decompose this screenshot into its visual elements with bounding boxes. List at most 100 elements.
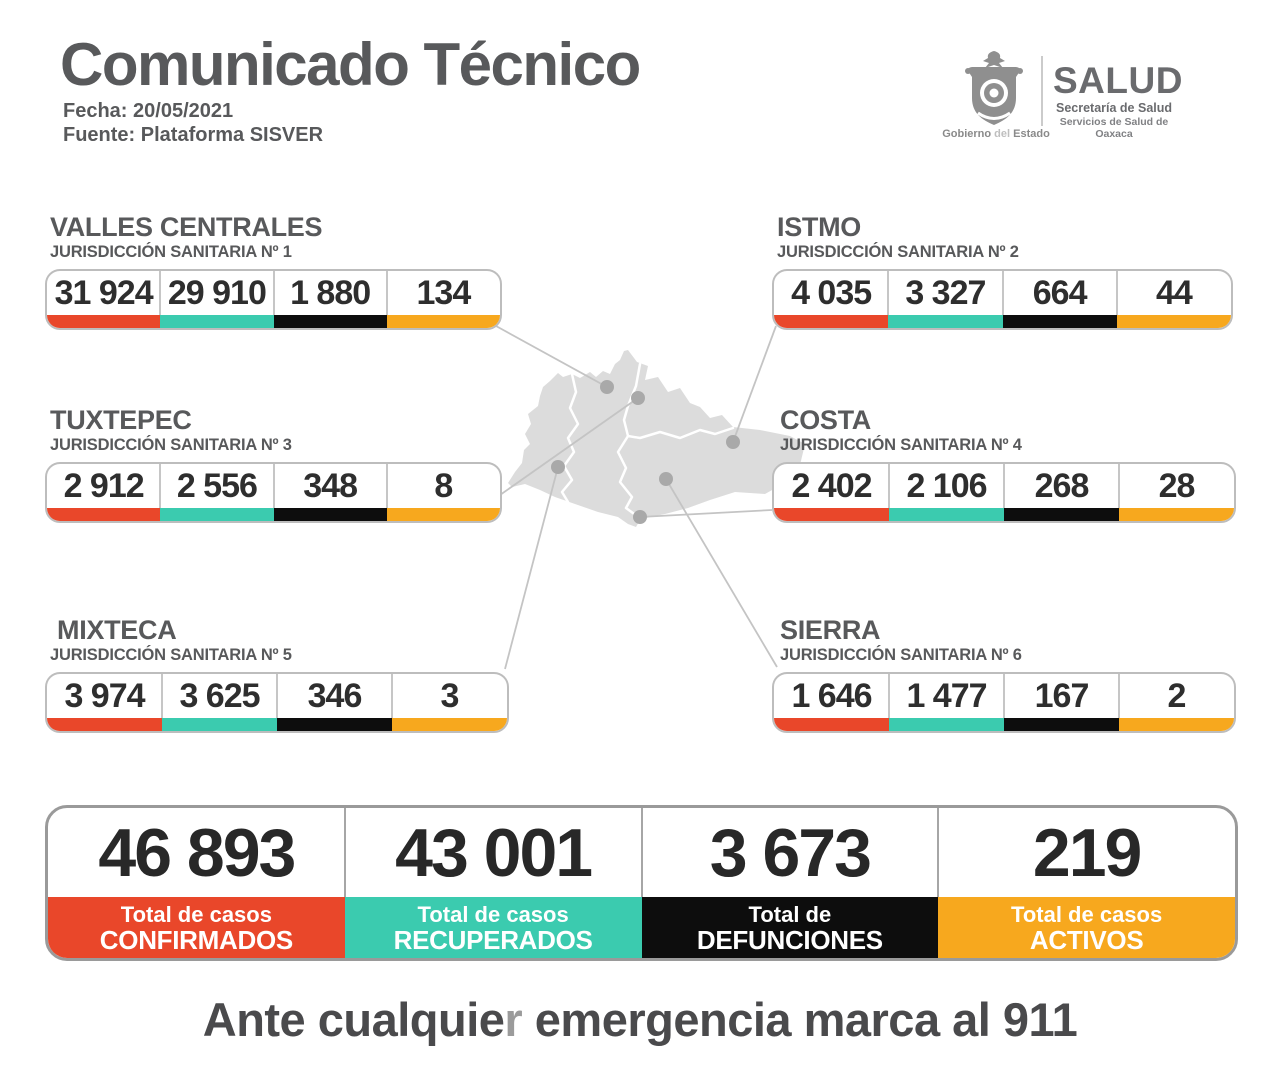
total-recovered-value: 43 001 bbox=[395, 814, 593, 891]
deaths-value: 346 bbox=[307, 676, 363, 715]
region-block-mixteca: MIXTECA JURISDICCIÓN SANITARIA Nº 5 3 97… bbox=[45, 615, 509, 733]
confirmed-cases-value: 2 402 bbox=[791, 466, 872, 505]
total-confirmed-column: 46 893 Total de casos CONFIRMADOS bbox=[48, 808, 346, 958]
emergency-slogan: Ante cualquier emergencia marca al 911 bbox=[202, 993, 1078, 1046]
total-active-value: 219 bbox=[1032, 814, 1142, 891]
region-title: VALLES CENTRALES bbox=[50, 212, 323, 242]
map-marker-dot bbox=[659, 472, 673, 486]
region-stats-table: 2 912 2 556 348 8 bbox=[45, 462, 502, 523]
active-cases-value: 8 bbox=[434, 466, 453, 505]
total-label-line2: DEFUNCIONES bbox=[696, 924, 883, 955]
total-recovered-band: Total de casos RECUPERADOS bbox=[344, 897, 642, 958]
stat-cell-active: 8 bbox=[386, 464, 500, 521]
total-label-line1: Total de casos bbox=[1011, 901, 1163, 927]
active-color-bar bbox=[386, 315, 500, 328]
region-block-valles-centrales: VALLES CENTRALES JURISDICCIÓN SANITARIA … bbox=[45, 212, 502, 330]
report-date: Fecha: 20/05/2021 bbox=[63, 100, 234, 122]
recovered-color-bar bbox=[889, 718, 1004, 731]
deaths-color-bar bbox=[277, 718, 392, 731]
confirmed-cases-value: 2 912 bbox=[63, 466, 145, 505]
stat-cell-deaths: 268 bbox=[1004, 464, 1120, 521]
report-source: Fuente: Plataforma SISVER bbox=[63, 124, 324, 146]
connector-tuxtepec bbox=[499, 397, 639, 496]
stat-cell-active: 134 bbox=[386, 271, 500, 328]
total-label-line1: Total de bbox=[748, 901, 832, 927]
total-confirmed-value: 46 893 bbox=[98, 814, 296, 891]
active-cases-value: 2 bbox=[1167, 676, 1187, 715]
region-jurisdiction: JURISDICCIÓN SANITARIA Nº 6 bbox=[780, 646, 1022, 664]
deaths-color-bar bbox=[1002, 315, 1117, 328]
recovered-cases-value: 3 625 bbox=[179, 676, 260, 715]
recovered-color-bar bbox=[160, 315, 274, 328]
region-stats-table: 2 402 2 106 268 28 bbox=[772, 462, 1236, 523]
region-block-sierra: SIERRA JURISDICCIÓN SANITARIA Nº 6 1 646… bbox=[772, 615, 1236, 733]
logo-divider bbox=[1041, 56, 1043, 126]
region-jurisdiction: JURISDICCIÓN SANITARIA Nº 2 bbox=[777, 243, 1019, 261]
total-active-band: Total de casos ACTIVOS bbox=[938, 897, 1235, 958]
deaths-value: 268 bbox=[1034, 466, 1090, 505]
region-title: COSTA bbox=[780, 405, 871, 435]
salud-logo: SALUD Secretaría de Salud Servicios de S… bbox=[1053, 62, 1182, 141]
stat-cell-deaths: 348 bbox=[273, 464, 389, 521]
recovered-color-bar bbox=[162, 718, 277, 731]
region-jurisdiction: JURISDICCIÓN SANITARIA Nº 3 bbox=[50, 436, 292, 454]
confirmed-color-bar bbox=[774, 508, 889, 521]
recovered-color-bar bbox=[160, 508, 274, 521]
total-recovered-column: 43 001 Total de casos RECUPERADOS bbox=[344, 808, 643, 958]
confirmed-cases-value: 1 646 bbox=[791, 676, 872, 715]
map-marker-dot bbox=[600, 380, 614, 394]
recovered-color-bar bbox=[889, 508, 1004, 521]
stat-cell-recovered: 3 625 bbox=[162, 674, 278, 731]
stat-cell-recovered: 29 910 bbox=[160, 271, 275, 328]
stat-cell-deaths: 346 bbox=[277, 674, 393, 731]
confirmed-color-bar bbox=[774, 315, 889, 328]
active-cases-value: 44 bbox=[1155, 273, 1193, 312]
total-label-line1: Total de casos bbox=[417, 901, 569, 927]
stat-cell-confirmed: 3 974 bbox=[47, 674, 163, 731]
region-title: SIERRA bbox=[780, 615, 881, 645]
stat-cell-confirmed: 2 402 bbox=[774, 464, 890, 521]
total-label-line2: RECUPERADOS bbox=[393, 924, 593, 955]
recovered-cases-value: 2 106 bbox=[906, 466, 987, 505]
connector-sierra bbox=[665, 478, 778, 668]
page-title: Comunicado Técnico bbox=[60, 31, 641, 98]
region-title: ISTMO bbox=[777, 212, 861, 242]
recovered-color-bar bbox=[888, 315, 1003, 328]
district-border-east bbox=[626, 426, 735, 440]
region-stats-table: 3 974 3 625 346 3 bbox=[45, 672, 509, 733]
active-cases-value: 28 bbox=[1158, 466, 1196, 505]
report-meta: Fecha: 20/05/2021 Fuente: Plataforma SIS… bbox=[63, 99, 323, 147]
region-stats-table: 4 035 3 327 664 44 bbox=[772, 269, 1233, 330]
stat-cell-recovered: 2 106 bbox=[889, 464, 1005, 521]
recovered-cases-value: 2 556 bbox=[176, 466, 258, 505]
salud-secretaria-label: Secretaría de Salud bbox=[1055, 101, 1173, 115]
total-deaths-column: 3 673 Total de DEFUNCIONES bbox=[641, 808, 939, 958]
active-color-bar bbox=[1116, 315, 1231, 328]
connector-costa bbox=[639, 509, 773, 518]
stat-cell-active: 44 bbox=[1116, 271, 1231, 328]
stat-cell-confirmed: 4 035 bbox=[774, 271, 890, 328]
government-crest-icon bbox=[965, 51, 1023, 125]
deaths-color-bar bbox=[273, 508, 387, 521]
stat-cell-recovered: 3 327 bbox=[888, 271, 1004, 328]
region-jurisdiction: JURISDICCIÓN SANITARIA Nº 4 bbox=[780, 436, 1022, 454]
confirmed-color-bar bbox=[47, 508, 161, 521]
active-cases-value: 134 bbox=[416, 273, 472, 312]
region-jurisdiction: JURISDICCIÓN SANITARIA Nº 5 bbox=[50, 646, 292, 664]
total-label-line2: ACTIVOS bbox=[1029, 924, 1144, 955]
recovered-cases-value: 3 327 bbox=[905, 273, 986, 312]
total-confirmed-band: Total de casos CONFIRMADOS bbox=[48, 897, 345, 958]
deaths-value: 167 bbox=[1034, 676, 1090, 715]
deaths-value: 664 bbox=[1032, 273, 1088, 312]
active-color-bar bbox=[392, 718, 507, 731]
confirmed-color-bar bbox=[47, 315, 161, 328]
confirmed-cases-value: 3 974 bbox=[64, 676, 145, 715]
total-deaths-value: 3 673 bbox=[709, 814, 872, 891]
region-block-istmo: ISTMO JURISDICCIÓN SANITARIA Nº 2 4 035 … bbox=[772, 212, 1233, 330]
recovered-cases-value: 1 477 bbox=[906, 676, 987, 715]
region-title: MIXTECA bbox=[57, 615, 177, 645]
deaths-color-bar bbox=[273, 315, 387, 328]
map-marker-dot bbox=[551, 460, 565, 474]
region-block-costa: COSTA JURISDICCIÓN SANITARIA Nº 4 2 402 … bbox=[772, 405, 1236, 523]
